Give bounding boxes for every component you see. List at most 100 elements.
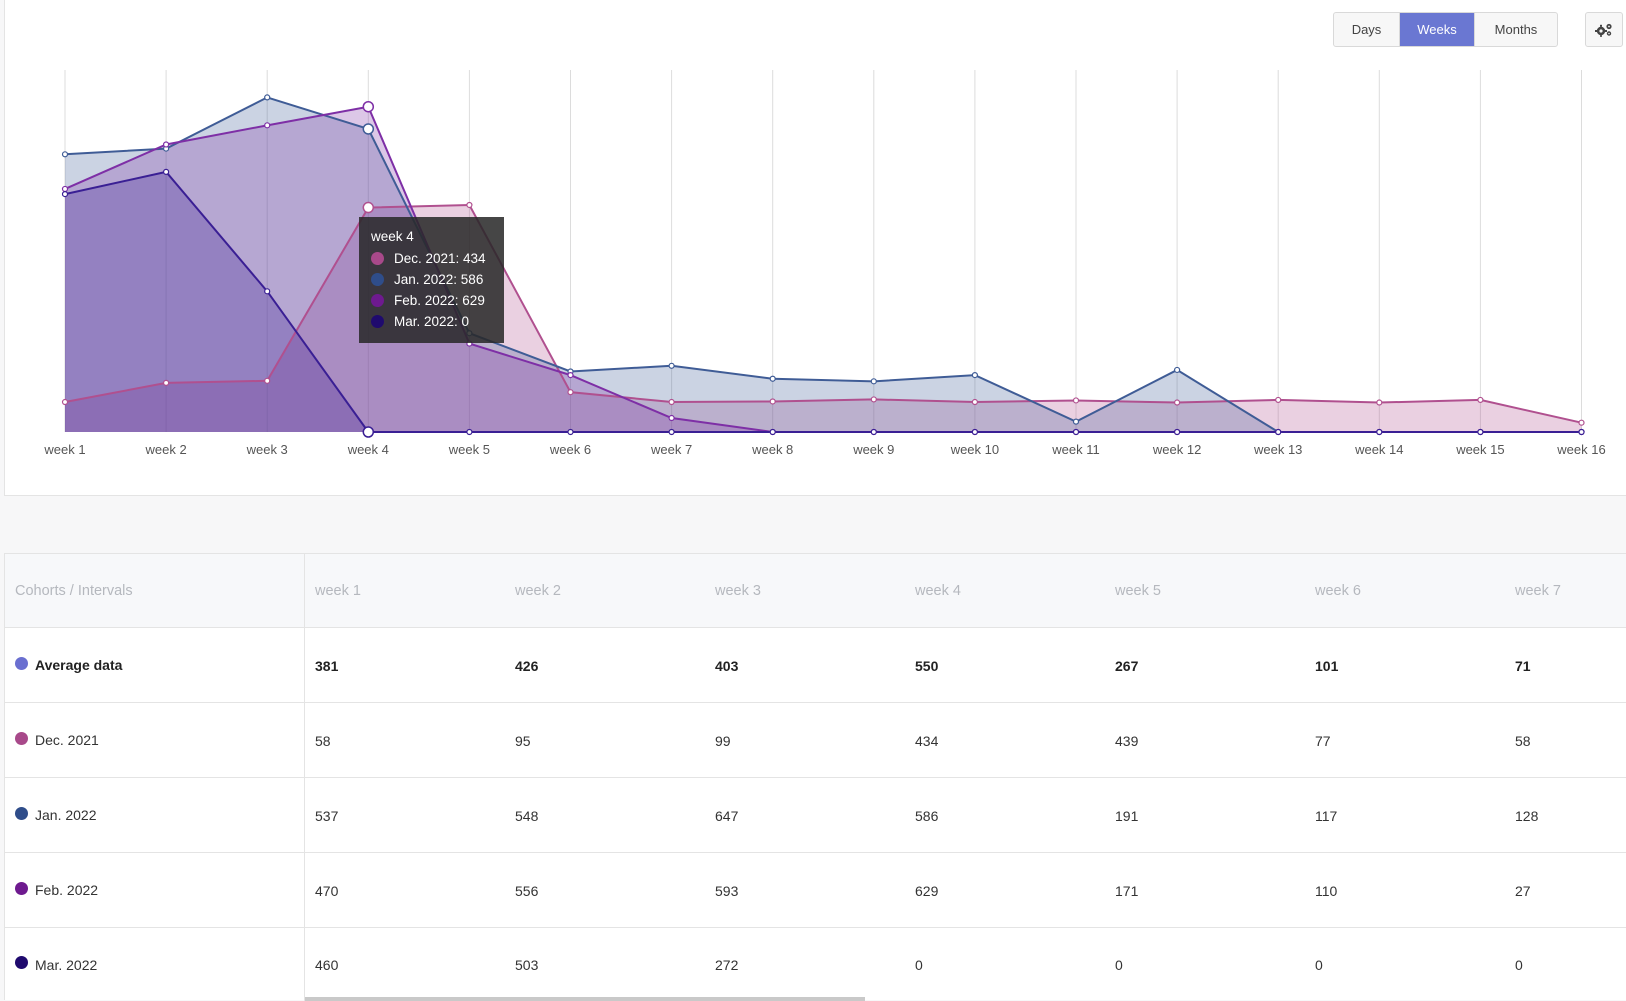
series-line (64, 203, 1582, 424)
data-point (1173, 428, 1181, 436)
data-point (971, 398, 979, 406)
tooltip-entry-text: Dec. 2021: 434 (394, 251, 486, 266)
cohort-color-dot (15, 656, 28, 670)
table-cell: 117 (1315, 807, 1338, 824)
table-cell: 95 (515, 732, 531, 749)
x-tick-label: week 4 (347, 442, 389, 457)
data-point (769, 398, 776, 405)
table-header-cell: week 5 (1115, 583, 1161, 599)
data-point (1376, 428, 1383, 436)
cohort-name: Mar. 2022 (35, 956, 98, 973)
data-point (1477, 396, 1484, 404)
data-point (668, 428, 675, 436)
data-point (163, 168, 170, 175)
table-header-cell: week 4 (915, 583, 961, 599)
table-cell: 439 (1115, 732, 1139, 749)
data-point (1578, 419, 1585, 426)
table-row: Feb. 2022 470 556 593 629 171 110 27 (5, 853, 1626, 928)
tooltip-dot (371, 294, 384, 307)
table-cell: 0 (915, 956, 923, 973)
data-point (870, 378, 877, 385)
table-cell: 267 (1115, 657, 1139, 674)
table-cell: 71 (1515, 657, 1531, 674)
cohort-color-dot (15, 881, 28, 895)
table-cell: 128 (1515, 807, 1539, 824)
cohort-name: Jan. 2022 (35, 807, 97, 823)
table-cell: 110 (1315, 882, 1338, 899)
table-header-row: Cohorts / Intervals week 1 week 2 week 3… (5, 554, 1626, 628)
series-area (65, 97, 1582, 432)
data-point (61, 398, 69, 406)
table-cell: 0 (1115, 956, 1123, 973)
table-cell: 99 (715, 732, 731, 749)
table-cell: 470 (315, 882, 339, 899)
x-tick-label: week 6 (549, 442, 591, 457)
tooltip-entry-text: Jan. 2022: 586 (394, 272, 484, 287)
table-header-cell: week 2 (515, 583, 561, 599)
table-cell: 381 (315, 657, 339, 674)
data-point (567, 428, 574, 436)
data-point (1275, 428, 1282, 436)
series-area (65, 106, 1582, 433)
data-point (362, 100, 375, 113)
data-point (1072, 418, 1080, 425)
horizontal-scrollbar[interactable] (305, 997, 865, 1001)
cohort-name: Feb. 2022 (35, 882, 99, 898)
table-row: Mar. 2022 460 503 272 0 0 0 0 (5, 928, 1626, 1001)
tooltip-entry: Mar. 2022: 0 (371, 311, 492, 332)
tooltip-entry-text: Feb. 2022: 629 (394, 293, 485, 308)
data-point (870, 396, 877, 403)
tooltip-title: week 4 (371, 229, 414, 244)
data-point (264, 288, 271, 295)
cohort-label: Dec. 2021 (5, 703, 305, 777)
period-weeks-button[interactable]: Weeks (1400, 13, 1475, 46)
data-point (1578, 428, 1585, 436)
tooltip-entry-text: Mar. 2022: 0 (394, 314, 470, 329)
x-tick-label: week 8 (751, 442, 793, 457)
cohort-color-dot (15, 731, 28, 745)
x-tick-label: week 7 (650, 442, 692, 457)
gear-icon (1595, 23, 1612, 37)
data-point (61, 185, 69, 193)
data-point (1376, 399, 1383, 406)
table-cell: 537 (315, 807, 339, 824)
data-point (1275, 396, 1282, 404)
table-cell: 629 (915, 882, 939, 899)
table-cell: 58 (315, 732, 331, 749)
table-row: Average data 381 426 403 550 267 101 71 (5, 628, 1626, 703)
data-point (1072, 397, 1080, 404)
x-tick-label: week 9 (852, 442, 894, 457)
table-cell: 171 (1115, 882, 1139, 899)
table-cell: 647 (715, 807, 739, 824)
table-row: Jan. 2022 537 548 647 586 191 117 128 (5, 778, 1626, 853)
chart-settings-button[interactable] (1585, 12, 1623, 47)
table-header-cell: week 3 (715, 583, 761, 599)
data-point (567, 372, 574, 379)
series-area (65, 171, 1582, 432)
data-point (567, 389, 574, 396)
table-cell: 556 (515, 882, 539, 899)
data-point (362, 201, 375, 214)
period-months-button[interactable]: Months (1494, 22, 1538, 37)
cohort-label: Mar. 2022 (5, 928, 305, 1001)
chart-tooltip: week 4 Dec. 2021: 434 Jan. 2022: 586 Feb… (359, 217, 504, 343)
tooltip-dot (371, 273, 384, 286)
data-point (1173, 366, 1181, 374)
tooltip-entry: Jan. 2022: 586 (371, 269, 492, 290)
cohort-label: Feb. 2022 (5, 853, 305, 927)
x-tick-label: week 1 (43, 442, 85, 457)
cohort-table: Cohorts / Intervals week 1 week 2 week 3… (4, 553, 1626, 1001)
table-cell: 403 (715, 657, 739, 674)
x-tick-label: week 15 (1455, 442, 1504, 457)
table-cell: 503 (515, 956, 539, 973)
table-row: Dec. 2021 58 95 99 434 439 77 58 (5, 703, 1626, 778)
data-point (1477, 428, 1484, 436)
data-point (466, 428, 473, 436)
data-point (769, 428, 776, 436)
x-tick-label: week 3 (246, 442, 288, 457)
table-header-cell: week 6 (1315, 583, 1361, 599)
period-days-button[interactable]: Days (1334, 13, 1400, 46)
tooltip-dot (371, 252, 384, 265)
data-point (668, 398, 675, 406)
data-point (163, 141, 170, 148)
